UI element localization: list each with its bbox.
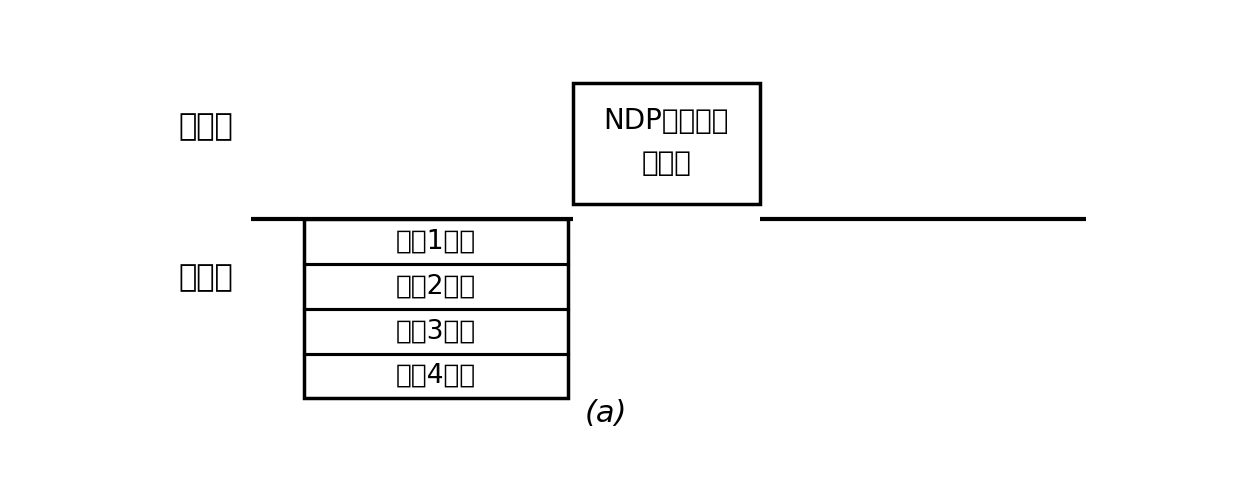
Text: 确认帧: 确认帧 — [642, 148, 691, 176]
Bar — [304, 219, 567, 398]
Text: NDP多站点块: NDP多站点块 — [603, 107, 729, 135]
Text: (a): (a) — [585, 399, 627, 428]
Text: 接入点: 接入点 — [178, 112, 234, 141]
Text: 站点1数据: 站点1数据 — [395, 228, 476, 254]
Text: 站点4数据: 站点4数据 — [395, 363, 476, 389]
Text: 站点2数据: 站点2数据 — [395, 273, 476, 299]
Bar — [572, 83, 760, 204]
Text: 多站点: 多站点 — [178, 263, 234, 292]
Text: 站点3数据: 站点3数据 — [395, 318, 476, 344]
